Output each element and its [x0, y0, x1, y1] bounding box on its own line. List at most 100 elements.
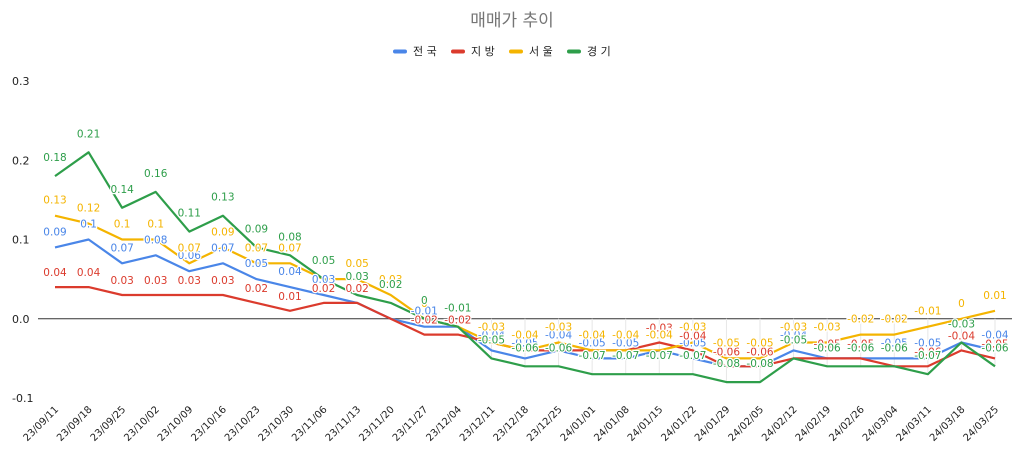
data-label: 0.04	[43, 267, 67, 279]
data-label: -0.05	[612, 337, 639, 349]
x-tick-label: 23/09/25	[89, 404, 129, 444]
data-label: -0.06	[881, 342, 908, 354]
data-label: 0.07	[278, 242, 301, 254]
legend-swatch	[567, 49, 581, 54]
y-axis: 0.3 0.2 0.1 0.0 -0.1	[12, 75, 33, 405]
x-tick-label: 24/03/18	[928, 404, 968, 444]
data-label: 0.08	[278, 231, 301, 243]
data-label: 0.03	[178, 275, 201, 287]
data-label: -0.06	[713, 346, 740, 358]
legend-item: 지 방	[451, 45, 495, 58]
data-label: 0.1	[80, 219, 97, 231]
data-label: -0.05	[814, 338, 841, 350]
data-label: 0.02	[345, 283, 368, 295]
data-label: 0.03	[312, 274, 335, 286]
data-label: 0.18	[43, 152, 66, 164]
data-label: 0	[958, 298, 965, 310]
data-label: -0.04	[981, 329, 1008, 341]
data-label: 0.03	[110, 275, 133, 287]
data-label: -0.06	[914, 346, 941, 358]
legend-item: 전 국	[393, 45, 437, 58]
data-label: 0.05	[245, 258, 268, 270]
series-line-2	[54, 214, 996, 360]
x-tick-label: 23/12/18	[492, 404, 532, 444]
x-tick-label: 23/10/02	[122, 404, 162, 444]
data-label: -0.03	[814, 322, 841, 334]
data-label: 0	[421, 298, 428, 310]
x-tick-label: 24/03/04	[861, 404, 901, 444]
x-tick-label: 23/12/25	[525, 404, 565, 444]
x-axis: 23/09/1123/09/1823/09/2523/10/0223/10/09…	[22, 404, 1002, 444]
data-label: 0.07	[110, 242, 133, 254]
data-label: -0.05	[579, 337, 606, 349]
data-label: 0.04	[278, 266, 302, 278]
x-tick-label: 23/12/11	[458, 404, 498, 444]
chart-title: 매매가 추이	[470, 11, 554, 31]
x-tick-label: 23/11/27	[391, 404, 431, 444]
data-label: 0	[421, 295, 428, 307]
data-label: 0.03	[144, 275, 167, 287]
data-label: -0.02	[847, 314, 874, 326]
data-label: -0.05	[914, 337, 941, 349]
legend-label: 지 방	[471, 45, 495, 58]
data-label: -0.03	[646, 323, 673, 335]
data-label: 0.03	[379, 274, 402, 286]
data-label: -0.02	[881, 314, 908, 326]
data-label: -0.06	[746, 346, 773, 358]
data-label: -0.04	[612, 329, 639, 341]
data-label: -0.03	[679, 322, 706, 334]
x-tick-label: 24/01/01	[559, 404, 599, 444]
data-label: -0.04	[948, 330, 975, 342]
data-label: -0.08	[713, 358, 740, 370]
data-label: -0.04	[780, 329, 807, 341]
data-label: 0.04	[77, 267, 101, 279]
data-label: -0.01	[914, 306, 941, 318]
data-label: -0.03	[545, 322, 572, 334]
y-tick-label: 0.1	[12, 234, 30, 247]
data-label: -0.06	[511, 342, 538, 354]
data-label: -0.07	[646, 350, 673, 362]
x-tick-label: 24/02/05	[727, 404, 767, 444]
x-tick-label: 23/10/16	[189, 404, 229, 444]
data-label: 0.03	[211, 275, 234, 287]
data-label: 0.08	[144, 234, 167, 246]
data-label: -0.01	[444, 303, 471, 315]
data-label: -0.04	[646, 329, 673, 341]
data-label: -0.05	[981, 338, 1008, 350]
data-label: 0.14	[110, 184, 134, 196]
data-label: 0.09	[245, 223, 268, 235]
x-tick-label: 24/01/15	[626, 404, 666, 444]
x-tick-label: 24/01/08	[592, 404, 632, 444]
x-tick-label: 23/10/09	[156, 404, 196, 444]
legend-item: 경 기	[567, 45, 611, 58]
legend-swatch	[509, 49, 523, 54]
data-label: 0.02	[312, 283, 335, 295]
data-label: 0.07	[178, 242, 201, 254]
y-tick-label: -0.1	[12, 392, 33, 405]
data-label: 0.02	[245, 283, 268, 295]
legend-item: 서 울	[509, 45, 553, 58]
data-label: 0.1	[114, 219, 131, 231]
data-label: -0.05	[478, 334, 505, 346]
data-label: -0.04	[579, 329, 606, 341]
data-label: 0.09	[211, 226, 234, 238]
data-label: -0.06	[545, 342, 572, 354]
data-label: -0.06	[981, 342, 1008, 354]
data-label: -0.07	[579, 350, 606, 362]
data-label: 0.01	[983, 290, 1006, 302]
data-label: -0.06	[814, 342, 841, 354]
y-tick-label: 0.0	[12, 313, 30, 326]
data-label: 0.02	[379, 279, 402, 291]
data-label: -0.05	[511, 337, 538, 349]
data-label: 0.07	[211, 242, 234, 254]
data-label: 0.13	[211, 192, 234, 204]
data-label: -0.07	[914, 350, 941, 362]
data-label: 0.16	[144, 168, 168, 180]
x-tick-label: 24/03/25	[962, 404, 1002, 444]
y-tick-label: 0.2	[12, 154, 30, 167]
x-tick-label: 23/11/13	[324, 404, 364, 444]
x-tick-label: 23/12/04	[424, 404, 464, 444]
x-tick-label: 24/02/19	[794, 404, 834, 444]
data-labels: 0.090.10.070.080.060.070.050.040.03-0.01…	[42, 127, 1010, 371]
